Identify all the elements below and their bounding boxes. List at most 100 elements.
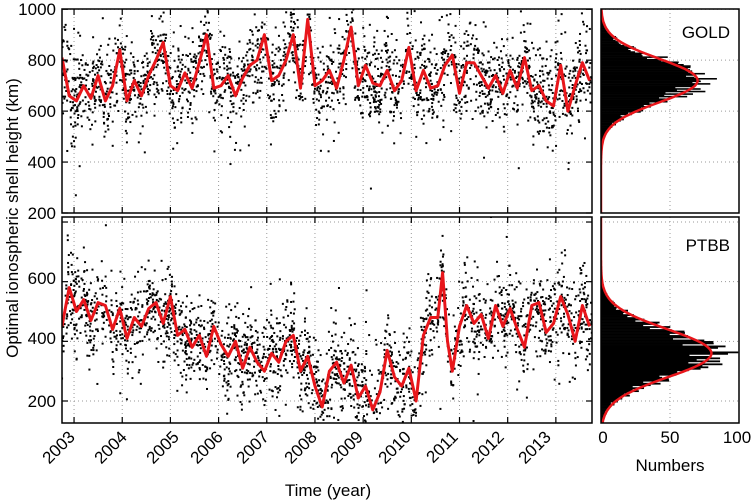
scatter-point — [298, 343, 300, 345]
scatter-point — [284, 43, 286, 45]
scatter-point — [341, 353, 343, 355]
scatter-point — [195, 90, 197, 92]
scatter-point — [523, 31, 525, 33]
scatter-point — [223, 67, 225, 69]
scatter-point — [535, 74, 537, 76]
scatter-point — [331, 356, 333, 358]
scatter-point — [220, 94, 222, 96]
scatter-point — [430, 51, 432, 53]
scatter-point — [434, 93, 436, 95]
scatter-point — [581, 326, 583, 328]
scatter-point — [334, 121, 336, 123]
scatter-point — [331, 372, 333, 374]
scatter-point — [497, 59, 499, 61]
scatter-point — [134, 276, 136, 278]
scatter-point — [262, 357, 264, 359]
scatter-point — [527, 23, 529, 25]
scatter-point — [438, 346, 440, 348]
scatter-point — [537, 311, 539, 313]
scatter-point — [349, 317, 351, 319]
scatter-point — [430, 80, 432, 82]
scatter-point — [181, 384, 183, 386]
scatter-point — [350, 397, 352, 399]
scatter-point — [92, 347, 94, 349]
scatter-point — [227, 380, 229, 382]
scatter-point — [137, 291, 139, 293]
scatter-point — [257, 43, 259, 45]
scatter-point — [454, 41, 456, 43]
scatter-point — [130, 348, 132, 350]
scatter-point — [135, 309, 137, 311]
scatter-point — [466, 337, 468, 339]
scatter-point — [375, 94, 377, 96]
scatter-point — [290, 282, 292, 284]
scatter-point — [497, 91, 499, 93]
scatter-point — [350, 0, 352, 2]
scatter-point — [81, 297, 83, 299]
scatter-point — [149, 285, 151, 287]
scatter-point — [448, 313, 450, 315]
scatter-point — [314, 366, 316, 368]
scatter-point — [230, 100, 232, 102]
scatter-point — [369, 64, 371, 66]
scatter-point — [580, 347, 582, 349]
scatter-point — [280, 369, 282, 371]
scatter-point — [145, 324, 147, 326]
scatter-point — [365, 379, 367, 381]
scatter-point — [246, 369, 248, 371]
scatter-point — [509, 284, 511, 286]
scatter-point — [578, 294, 580, 296]
scatter-point — [544, 352, 546, 354]
scatter-point — [251, 375, 253, 377]
scatter-point — [368, 114, 370, 116]
scatter-point — [363, 415, 365, 417]
scatter-point — [478, 294, 480, 296]
scatter-point — [548, 127, 550, 129]
scatter-point — [251, 372, 253, 374]
scatter-point — [290, 301, 292, 303]
scatter-point — [241, 381, 243, 383]
scatter-point — [160, 34, 162, 36]
scatter-point — [115, 292, 117, 294]
scatter-point — [366, 85, 368, 87]
scatter-point — [142, 354, 144, 356]
scatter-point — [156, 88, 158, 90]
scatter-point — [499, 70, 501, 72]
scatter-point — [362, 92, 364, 94]
scatter-point — [506, 94, 508, 96]
scatter-point — [333, 354, 335, 356]
scatter-point — [234, 359, 236, 361]
scatter-point — [445, 288, 447, 290]
scatter-point — [171, 281, 173, 283]
scatter-point — [485, 74, 487, 76]
scatter-point — [407, 427, 409, 429]
scatter-point — [172, 93, 174, 95]
scatter-point — [485, 346, 487, 348]
scatter-point — [437, 69, 439, 71]
scatter-point — [560, 317, 562, 319]
scatter-point — [472, 286, 474, 288]
scatter-point — [481, 90, 483, 92]
scatter-point — [205, 379, 207, 381]
scatter-point — [285, 369, 287, 371]
scatter-point — [244, 344, 246, 346]
scatter-point — [423, 115, 425, 117]
scatter-point — [213, 363, 215, 365]
scatter-point — [504, 303, 506, 305]
scatter-point — [174, 285, 176, 287]
scatter-point — [149, 84, 151, 86]
scatter-point — [112, 145, 114, 147]
scatter-point — [119, 330, 121, 332]
scatter-point — [66, 318, 68, 320]
scatter-point — [379, 111, 381, 113]
scatter-point — [544, 309, 546, 311]
scatter-point — [112, 366, 114, 368]
scatter-point — [276, 79, 278, 81]
scatter-point — [475, 346, 477, 348]
scatter-point — [369, 370, 371, 372]
scatter-point — [290, 14, 292, 16]
scatter-point — [255, 45, 257, 47]
scatter-point — [276, 396, 278, 398]
scatter-point — [109, 106, 111, 108]
scatter-point — [463, 326, 465, 328]
